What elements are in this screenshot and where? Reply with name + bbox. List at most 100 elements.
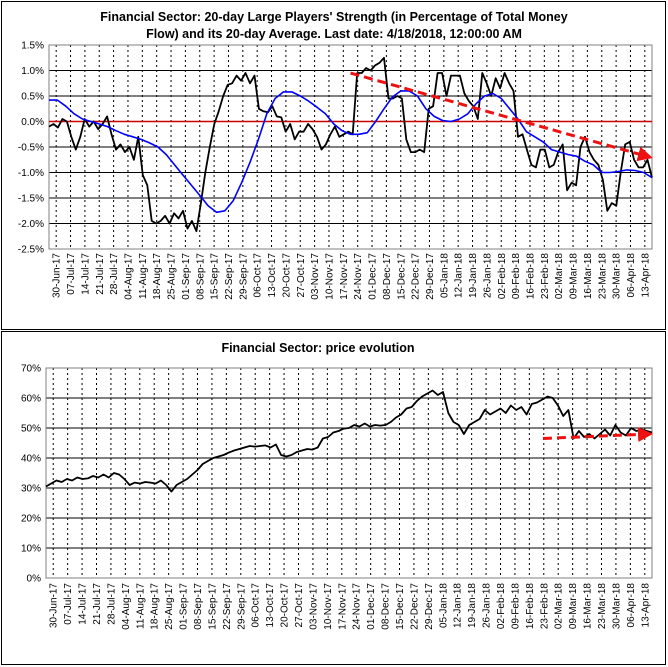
strength-x-tick-label: 16-Mar-18 bbox=[583, 253, 594, 300]
strength-x-tick-label: 15-Dec-17 bbox=[396, 253, 407, 300]
strength-x-tick-label: 29-Dec-17 bbox=[425, 253, 436, 300]
strength-x-tick-label: 30-Mar-18 bbox=[612, 253, 623, 300]
strength-x-tick-label: 13-Oct-17 bbox=[267, 253, 278, 298]
price-trend-arrow bbox=[542, 427, 653, 442]
strength-x-tick-label: 03-Nov-17 bbox=[310, 253, 321, 300]
price-x-tick-label: 22-Dec-17 bbox=[409, 583, 420, 630]
price-x-tick-label: 29-Sep-17 bbox=[236, 583, 247, 630]
strength-series-line-2 bbox=[49, 90, 653, 214]
price-x-tick-label: 21-Jul-17 bbox=[92, 583, 103, 625]
strength-x-tick-label: 13-Apr-18 bbox=[640, 253, 651, 298]
price-x-tick-label: 03-Nov-17 bbox=[308, 583, 319, 630]
price-x-tick-label: 19-Jan-18 bbox=[467, 583, 478, 628]
strength-x-tick-label: 11-Aug-17 bbox=[138, 253, 149, 299]
strength-x-tick-label: 09-Feb-18 bbox=[511, 253, 522, 300]
price-x-tick-label: 16-Feb-18 bbox=[525, 583, 536, 630]
price-x-tick-label: 13-Oct-17 bbox=[265, 583, 276, 628]
strength-x-tick-label: 21-Jul-17 bbox=[95, 253, 106, 295]
price-x-tick-label: 24-Nov-17 bbox=[352, 583, 363, 630]
strength-x-tick-label: 12-Jan-18 bbox=[454, 253, 465, 298]
price-x-tick-label: 09-Feb-18 bbox=[510, 583, 521, 630]
price-x-tick-label: 01-Dec-17 bbox=[366, 583, 377, 630]
price-x-tick-label: 08-Dec-17 bbox=[381, 583, 392, 630]
strength-y-tick-label: 0.5% bbox=[21, 92, 44, 103]
strength-x-tick-label: 02-Mar-18 bbox=[554, 253, 565, 300]
strength-x-tick-label: 23-Mar-18 bbox=[597, 253, 608, 300]
strength-y-tick-label: -0.5% bbox=[18, 143, 44, 154]
price-x-tick-label: 30-Mar-18 bbox=[611, 583, 622, 630]
price-x-tick-label: 04-Aug-17 bbox=[121, 583, 132, 630]
price-y-tick-label: 20% bbox=[21, 514, 41, 525]
strength-x-tick-label: 28-Jul-17 bbox=[109, 253, 120, 295]
strength-x-tick-label: 08-Dec-17 bbox=[382, 253, 393, 300]
strength-x-tick-label: 29-Sep-17 bbox=[238, 253, 249, 300]
strength-x-tick-label: 16-Feb-18 bbox=[525, 253, 536, 300]
price-chart: Financial Sector: price evolution 70% 60%… bbox=[1, 331, 666, 665]
price-x-tick-label: 28-Jul-17 bbox=[106, 583, 117, 625]
price-x-tick-label: 17-Nov-17 bbox=[337, 583, 348, 630]
price-x-tick-label: 30-Jun-17 bbox=[49, 583, 60, 628]
price-x-tick-label: 16-Mar-18 bbox=[583, 583, 594, 630]
price-x-tick-label: 25-Aug-17 bbox=[164, 583, 175, 630]
price-y-tick-label: 0% bbox=[27, 574, 42, 585]
price-x-tick-label: 14-Jul-17 bbox=[78, 583, 89, 625]
strength-x-tick-label: 20-Oct-17 bbox=[281, 253, 292, 298]
strength-x-tick-label: 06-Oct-17 bbox=[253, 253, 264, 298]
strength-chart: Financial Sector: 20-day Large Players' … bbox=[1, 1, 666, 330]
strength-x-tick-label: 09-Mar-18 bbox=[569, 253, 580, 300]
price-y-tick-label: 50% bbox=[21, 424, 41, 435]
price-plot-border bbox=[45, 367, 653, 579]
price-x-tick-label: 10-Nov-17 bbox=[323, 583, 334, 630]
price-x-tick-label: 26-Jan-18 bbox=[482, 583, 493, 628]
strength-x-tick-label: 05-Jan-18 bbox=[439, 253, 450, 298]
strength-chart-frame bbox=[1, 1, 666, 330]
price-x-tick-label: 05-Jan-18 bbox=[438, 583, 449, 628]
price-y-tick-label: 70% bbox=[21, 364, 41, 375]
price-x-tick-label: 15-Sep-17 bbox=[207, 583, 218, 630]
price-y-tick-label: 30% bbox=[21, 484, 41, 495]
price-y-tick-label: 10% bbox=[21, 544, 41, 555]
price-x-tick-label: 23-Feb-18 bbox=[539, 583, 550, 630]
price-x-tick-label: 15-Dec-17 bbox=[395, 583, 406, 630]
strength-x-tick-label: 10-Nov-17 bbox=[324, 253, 335, 300]
strength-x-tick-label: 15-Sep-17 bbox=[210, 253, 221, 300]
price-x-tick-label: 01-Sep-17 bbox=[179, 583, 190, 630]
price-x-tick-label: 18-Aug-17 bbox=[150, 583, 161, 630]
strength-trend-arrow bbox=[350, 71, 653, 162]
strength-plot-area: 1.5% 1.0% 0.5% 0.0% -0.5% -1.0% -1.5% -2.0% -2.5… bbox=[18, 41, 653, 300]
price-y-tick-label: 40% bbox=[21, 454, 41, 465]
price-x-tick-label: 22-Sep-17 bbox=[222, 583, 233, 630]
strength-y-tick-label: 0.0% bbox=[21, 117, 44, 128]
price-x-tick-label: 07-Jul-17 bbox=[63, 583, 74, 625]
strength-y-tick-label: 1.0% bbox=[21, 66, 44, 77]
strength-x-tick-label: 22-Sep-17 bbox=[224, 253, 235, 300]
strength-x-tick-label: 18-Aug-17 bbox=[152, 253, 163, 300]
price-plot-area: 70% 60% 50% 40% 30% 20% 10% 0% 30-Jun-17 07-Jul-1… bbox=[21, 364, 653, 630]
price-x-tick-label: 06-Oct-17 bbox=[251, 583, 262, 628]
price-x-tick-label: 02-Feb-18 bbox=[496, 583, 507, 630]
strength-x-tick-label: 01-Dec-17 bbox=[368, 253, 379, 300]
strength-y-tick-label: 1.5% bbox=[21, 41, 44, 52]
strength-x-tick-label: 26-Jan-18 bbox=[482, 253, 493, 298]
price-x-tick-label: 08-Sep-17 bbox=[193, 583, 204, 630]
price-x-tick-label: 29-Dec-17 bbox=[424, 583, 435, 630]
strength-chart-title-line2: Flow) and its 20-day Average. Last date:… bbox=[146, 27, 522, 41]
strength-x-tick-label: 02-Feb-18 bbox=[497, 253, 508, 300]
price-x-tick-label: 12-Jan-18 bbox=[453, 583, 464, 628]
price-x-tick-label: 13-Apr-18 bbox=[640, 583, 651, 628]
price-x-tick-label: 09-Mar-18 bbox=[568, 583, 579, 630]
strength-x-tick-label: 04-Aug-17 bbox=[123, 253, 134, 300]
price-x-tick-label: 20-Oct-17 bbox=[280, 583, 291, 628]
strength-x-tick-label: 25-Aug-17 bbox=[167, 253, 178, 300]
price-x-tick-label: 02-Mar-18 bbox=[554, 583, 565, 630]
price-x-tick-label: 11-Aug-17 bbox=[135, 583, 146, 629]
price-x-tick-label: 23-Mar-18 bbox=[597, 583, 608, 630]
strength-x-tick-label: 30-Jun-17 bbox=[52, 253, 63, 298]
strength-x-tick-label: 14-Jul-17 bbox=[80, 253, 91, 295]
strength-chart-title-line1: Financial Sector: 20-day Large Players' … bbox=[100, 10, 567, 24]
strength-x-tick-label: 23-Feb-18 bbox=[540, 253, 551, 300]
price-series-line-1 bbox=[45, 389, 653, 493]
price-chart-frame bbox=[1, 331, 666, 665]
strength-x-tick-label: 08-Sep-17 bbox=[195, 253, 206, 300]
